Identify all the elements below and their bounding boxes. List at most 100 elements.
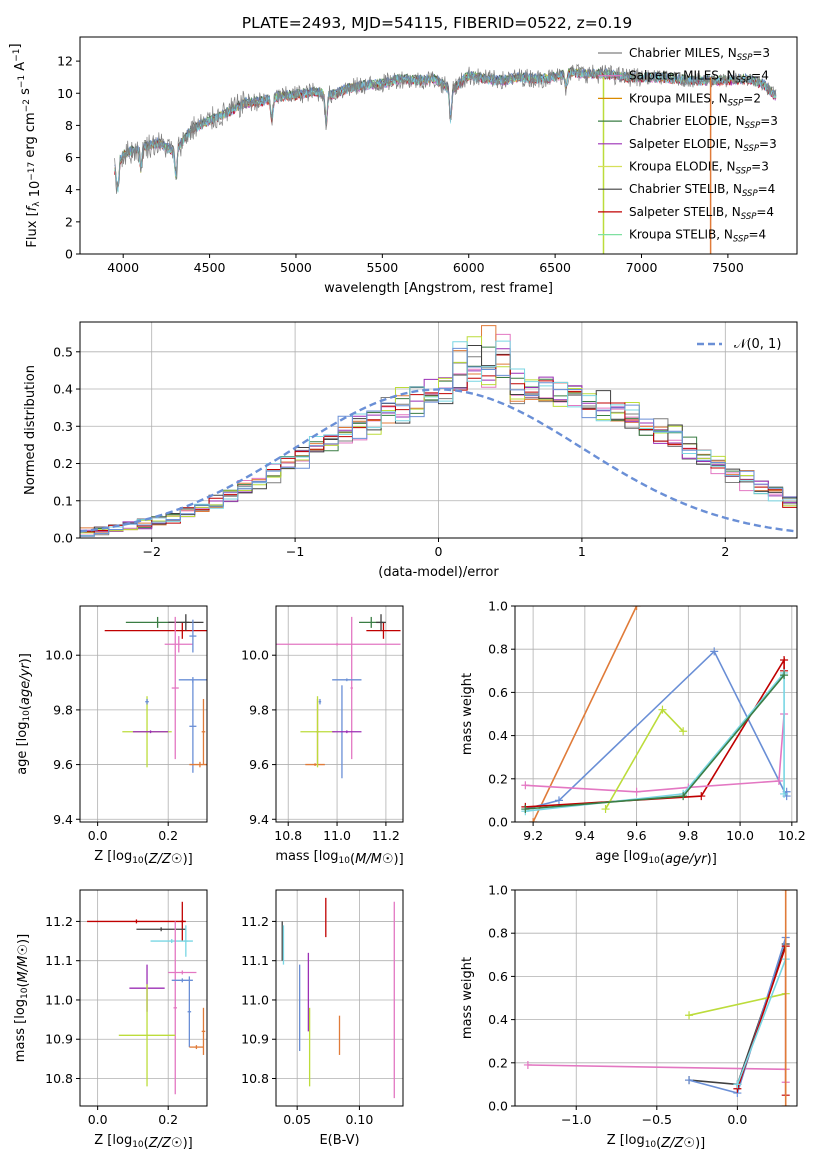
x-tick-label: 0.0 xyxy=(88,1112,108,1127)
y-tick-label: 0.0 xyxy=(488,1099,508,1114)
x-axis-label: Z [log10(Z/Z☉)] xyxy=(94,1133,193,1151)
y-tick-label: 11.0 xyxy=(241,992,269,1007)
y-tick-label: 0.0 xyxy=(488,815,508,830)
y-tick-label: 9.8 xyxy=(249,702,269,717)
mass-weight-marker xyxy=(780,789,789,798)
mass-weight-marker xyxy=(554,796,563,805)
histogram-step xyxy=(80,348,797,532)
y-tick-label: 0 xyxy=(65,247,73,262)
axes-frame xyxy=(79,889,208,1107)
errorbar-point xyxy=(300,696,335,768)
errorbar-point xyxy=(376,614,386,631)
mass-weight-marker xyxy=(679,792,688,801)
errorbar-point xyxy=(168,614,204,631)
mass-weight-line xyxy=(525,713,785,793)
x-tick-label: −0.5 xyxy=(642,1112,672,1127)
histogram-step xyxy=(80,354,797,533)
x-tick-label: 10.0 xyxy=(726,828,754,843)
chart-mass-vs-EBV: 0.05 0.10 10.8 10.9 11.0 11.1 11.2 E(B-V) xyxy=(241,889,404,1148)
y-tick-label: 0.4 xyxy=(488,728,508,743)
axes-frame xyxy=(514,605,798,823)
y-tick-label: 0.0 xyxy=(53,531,73,546)
plot-area xyxy=(276,614,401,779)
chart-mass-weight-vs-age: 9.2 9.4 9.6 9.8 10.0 10.2 0.0 0.2 0.4 0.6 0.8 1.0 ag… xyxy=(460,599,806,868)
mass-weight-marker xyxy=(521,781,530,790)
y-tick-label: 10.0 xyxy=(45,648,73,663)
plot-area xyxy=(80,325,797,537)
axes-frame xyxy=(275,889,404,1107)
x-tick-label: 7000 xyxy=(626,260,658,275)
x-axis-label: (data-model)/error xyxy=(378,565,499,580)
x-tick-label: 9.4 xyxy=(575,828,595,843)
x-tick-label: 2 xyxy=(721,544,729,559)
y-tick-label: 9.6 xyxy=(53,757,73,772)
mass-weight-marker xyxy=(780,671,789,680)
axes-frame xyxy=(514,889,798,1107)
y-axis-label: mass weight xyxy=(460,673,475,755)
y-tick-label: 1.0 xyxy=(488,599,508,614)
errorbar-point xyxy=(171,616,179,760)
x-tick-label: −2 xyxy=(142,544,160,559)
mass-weight-marker xyxy=(710,647,719,656)
y-tick-label: 11.1 xyxy=(241,953,269,968)
y-tick-label: 0.6 xyxy=(488,969,508,984)
legend-label: Salpeter ELODIE, NSSP=3 xyxy=(629,137,777,154)
histogram-step xyxy=(80,347,797,537)
chart-residual-histogram: 𝒩(0, 1) −2 −1 0 1 2 0.0 0.1 0.2 0.3 0.4 0.5 (data-mo… xyxy=(23,321,798,580)
mass-weight-marker xyxy=(781,1102,790,1106)
mass-weight-marker xyxy=(697,792,706,801)
legend-label: Chabrier MILES, NSSP=3 xyxy=(629,46,770,63)
mass-weight-line xyxy=(688,992,786,1017)
errorbar-point xyxy=(136,927,186,932)
errorbar-point xyxy=(332,678,362,682)
legend-label: Salpeter MILES, NSSP=4 xyxy=(629,69,769,86)
mass-weight-marker xyxy=(632,787,641,796)
x-tick-label: 0.2 xyxy=(158,828,178,843)
x-tick-label: 0.0 xyxy=(727,1112,747,1127)
plot-area xyxy=(104,614,207,773)
x-tick-label: 0.05 xyxy=(283,1112,311,1127)
y-tick-label: 0.6 xyxy=(488,685,508,700)
x-axis-label: Z [log10(Z/Z☉)] xyxy=(607,1133,706,1151)
mass-weight-marker xyxy=(658,705,667,714)
chart-age-vs-Z: 0.0 0.2 9.4 9.6 9.8 10.0 Z [log10(Z/Z☉)] age [l… xyxy=(15,605,208,867)
errorbar-point xyxy=(164,636,193,653)
histogram-step xyxy=(80,340,797,537)
plot-area xyxy=(523,890,790,1106)
legend-label: Kroupa ELODIE, NSSP=3 xyxy=(629,160,769,177)
plot-area xyxy=(87,901,206,1095)
x-tick-label: 0 xyxy=(435,544,443,559)
legend-label: Kroupa MILES, NSSP=2 xyxy=(629,91,761,108)
errorbar-point xyxy=(305,763,325,766)
y-axis-label: age [log10(age/yr)] xyxy=(15,653,33,775)
mass-weight-marker xyxy=(774,776,783,785)
y-tick-label: 0.4 xyxy=(488,1012,508,1027)
mass-weight-marker xyxy=(733,1080,742,1089)
x-tick-label: −1 xyxy=(286,544,304,559)
mass-weight-marker xyxy=(523,1060,532,1069)
axes-frame xyxy=(275,605,404,823)
mass-weight-marker xyxy=(781,890,790,894)
y-tick-label: 10.0 xyxy=(241,648,269,663)
errorbar-point xyxy=(189,1045,204,1050)
x-tick-label: 10.8 xyxy=(274,828,302,843)
y-tick-label: 12 xyxy=(57,54,73,69)
y-tick-label: 10.8 xyxy=(241,1071,269,1086)
x-tick-label: 9.6 xyxy=(627,828,647,843)
errorbar-point xyxy=(189,679,197,773)
x-tick-label: 9.2 xyxy=(523,828,543,843)
axes-frame xyxy=(79,36,798,255)
y-tick-label: 0.1 xyxy=(53,493,73,508)
y-tick-label: 11.2 xyxy=(241,914,269,929)
legend-label: Chabrier STELIB, NSSP=4 xyxy=(629,182,775,199)
x-tick-label: 6500 xyxy=(539,260,571,275)
y-tick-label: 0.2 xyxy=(53,456,73,471)
errorbar-point xyxy=(132,730,169,734)
histogram-step xyxy=(80,325,797,533)
mass-weight-marker xyxy=(601,805,610,814)
y-tick-label: 11.0 xyxy=(45,992,73,1007)
y-tick-label: 10.9 xyxy=(241,1032,269,1047)
x-axis-label: wavelength [Angstrom, rest frame] xyxy=(324,281,553,296)
errorbar-point xyxy=(168,970,197,975)
legend-label: Kroupa STELIB, NSSP=4 xyxy=(629,228,766,245)
